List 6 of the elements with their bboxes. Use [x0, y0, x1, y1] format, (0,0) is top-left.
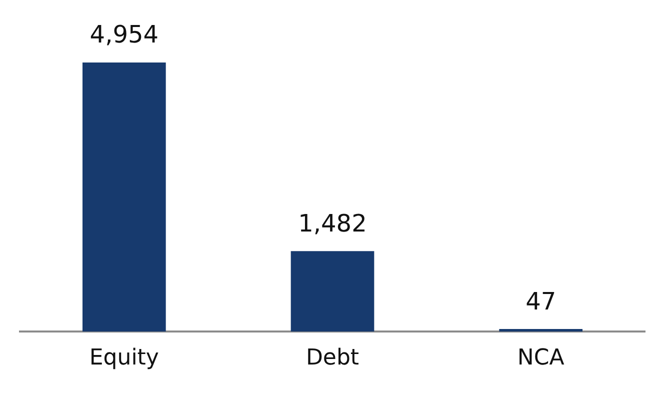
data-label: 47	[526, 287, 556, 316]
x-tick-label: Debt	[306, 346, 360, 371]
data-label: 4,954	[90, 20, 159, 49]
x-tick-label: Equity	[89, 346, 159, 371]
x-tick-label: NCA	[517, 346, 564, 371]
data-label: 1,482	[298, 209, 367, 238]
